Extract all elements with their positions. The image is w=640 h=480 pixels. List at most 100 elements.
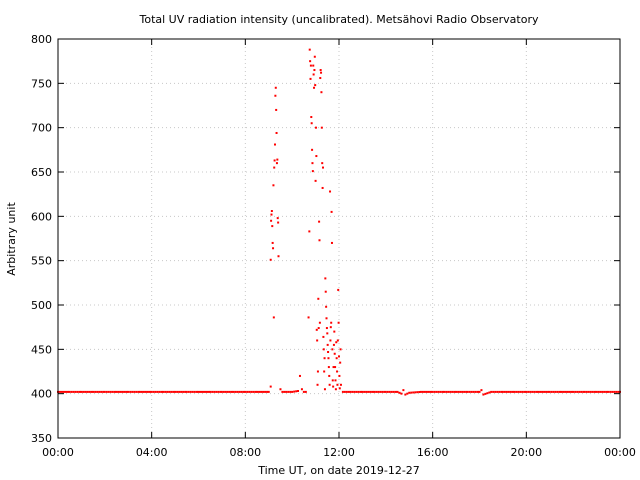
data-point bbox=[319, 69, 322, 72]
data-point bbox=[107, 390, 110, 393]
data-point bbox=[341, 390, 344, 393]
data-point bbox=[314, 126, 317, 129]
data-point bbox=[578, 390, 581, 393]
data-point bbox=[94, 390, 97, 393]
data-point bbox=[98, 390, 101, 393]
data-point bbox=[531, 390, 534, 393]
data-point bbox=[324, 277, 327, 280]
data-point bbox=[317, 327, 320, 330]
data-point bbox=[170, 390, 173, 393]
data-point bbox=[327, 350, 330, 353]
data-point bbox=[315, 155, 318, 158]
data-point bbox=[84, 390, 87, 393]
data-point bbox=[421, 390, 424, 393]
data-point bbox=[67, 390, 69, 393]
data-point bbox=[375, 390, 378, 393]
data-point bbox=[86, 390, 89, 393]
y-axis-label: Arbitrary unit bbox=[5, 202, 18, 276]
data-point bbox=[353, 390, 356, 393]
data-point bbox=[613, 390, 616, 393]
data-point bbox=[386, 390, 389, 393]
data-point bbox=[357, 390, 360, 393]
data-point bbox=[498, 390, 501, 393]
data-point bbox=[321, 186, 324, 189]
data-point bbox=[271, 241, 274, 244]
data-point bbox=[320, 126, 323, 129]
data-point bbox=[279, 388, 282, 391]
data-point bbox=[317, 297, 320, 300]
data-point bbox=[115, 390, 118, 393]
data-point bbox=[599, 390, 602, 393]
data-point bbox=[109, 390, 112, 393]
data-point bbox=[541, 390, 544, 393]
data-point bbox=[363, 390, 366, 393]
data-point bbox=[137, 390, 140, 393]
data-point bbox=[595, 390, 598, 393]
data-point bbox=[209, 390, 212, 393]
x-tick-label: 00:00 bbox=[42, 446, 74, 459]
data-point bbox=[373, 390, 376, 393]
data-point bbox=[591, 390, 594, 393]
data-point bbox=[355, 390, 358, 393]
data-point bbox=[560, 390, 563, 393]
data-point bbox=[545, 390, 548, 393]
data-point bbox=[339, 383, 342, 386]
data-point bbox=[102, 390, 105, 393]
x-tick-label: 00:00 bbox=[604, 446, 636, 459]
data-point bbox=[333, 330, 336, 333]
data-point bbox=[285, 390, 288, 393]
data-point bbox=[308, 48, 311, 51]
data-point bbox=[334, 366, 337, 369]
data-point bbox=[311, 170, 314, 173]
data-point bbox=[59, 390, 61, 393]
data-point bbox=[496, 390, 499, 393]
data-point bbox=[513, 390, 516, 393]
x-axis-label: Time UT, on date 2019-12-27 bbox=[257, 464, 420, 477]
data-point bbox=[338, 374, 341, 377]
data-point bbox=[275, 131, 278, 134]
data-point bbox=[162, 390, 165, 393]
data-point bbox=[287, 390, 290, 393]
data-point bbox=[465, 390, 468, 393]
data-point bbox=[264, 390, 267, 393]
data-point bbox=[509, 390, 512, 393]
data-point bbox=[388, 390, 391, 393]
data-point bbox=[408, 391, 411, 394]
data-point bbox=[201, 390, 204, 393]
data-point bbox=[125, 390, 128, 393]
data-point bbox=[609, 390, 612, 393]
data-point bbox=[166, 390, 169, 393]
data-point bbox=[449, 390, 452, 393]
data-point bbox=[331, 379, 334, 382]
data-point bbox=[507, 390, 510, 393]
data-point bbox=[394, 390, 397, 393]
x-tick-label: 20:00 bbox=[510, 446, 542, 459]
data-point bbox=[246, 390, 249, 393]
data-point bbox=[258, 390, 261, 393]
data-point bbox=[470, 390, 473, 393]
data-point bbox=[272, 247, 275, 250]
data-point bbox=[242, 390, 245, 393]
data-point bbox=[343, 390, 346, 393]
data-point bbox=[152, 390, 155, 393]
data-point bbox=[304, 390, 307, 393]
data-point bbox=[276, 158, 279, 161]
data-point bbox=[330, 241, 333, 244]
data-point bbox=[605, 390, 608, 393]
data-point bbox=[276, 217, 279, 220]
data-point bbox=[423, 390, 426, 393]
data-point bbox=[68, 390, 71, 393]
plot-frame bbox=[57, 38, 621, 439]
data-point bbox=[172, 390, 175, 393]
chart-title: Total UV radiation intensity (uncalibrat… bbox=[139, 13, 539, 26]
data-point bbox=[589, 390, 592, 393]
data-point bbox=[390, 390, 393, 393]
data-point bbox=[213, 390, 216, 393]
data-point bbox=[309, 60, 312, 63]
data-point bbox=[312, 73, 315, 76]
y-tick-label: 400 bbox=[31, 388, 52, 401]
data-point bbox=[220, 390, 223, 393]
data-point bbox=[335, 341, 338, 344]
y-tick-label: 650 bbox=[31, 166, 52, 179]
data-point bbox=[335, 357, 338, 360]
